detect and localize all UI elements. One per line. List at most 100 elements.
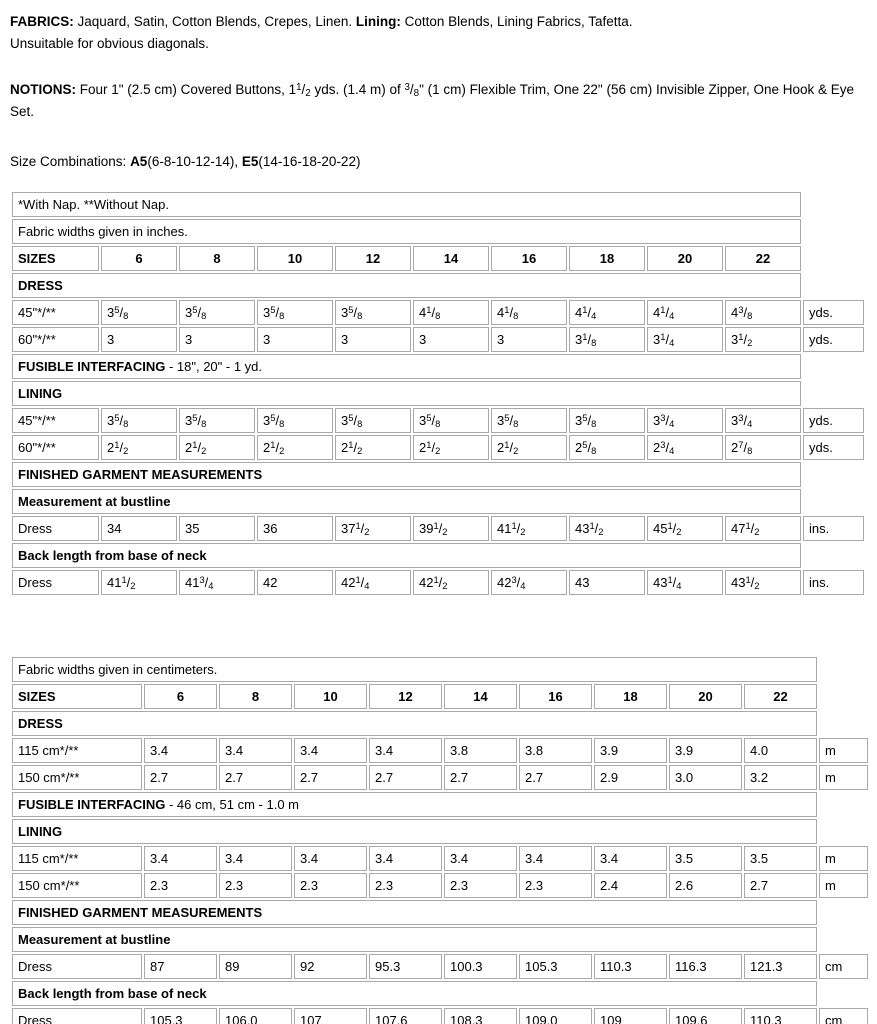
- value-cell: 2.3: [294, 873, 367, 898]
- value-cell: 3.5: [744, 846, 817, 871]
- section-cell: Measurement at bustline: [12, 927, 817, 952]
- value-cell: 3.4: [369, 846, 442, 871]
- value-cell: 35/8: [179, 408, 255, 433]
- unit-cell: m: [819, 873, 868, 898]
- table-row-sizes: SIZES 6 8 10 12 14 16 18 20 22: [12, 684, 868, 709]
- empty-unit-cell: [803, 543, 864, 568]
- table-row-data: 150 cm*/** 2.7 2.7 2.7 2.7 2.7 2.7 2.9 3.0 3.2 m: [12, 765, 868, 790]
- value-cell: 21/2: [335, 435, 411, 460]
- value-cell: 106.0: [219, 1008, 292, 1024]
- value-cell: 2.7: [144, 765, 217, 790]
- value-cell: 371/2: [335, 516, 411, 541]
- table-row-sizes: SIZES 6 8 10 12 14 16 18 20 22: [12, 246, 864, 271]
- value-cell: 423/4: [491, 570, 567, 595]
- section-cell: FINISHED GARMENT MEASUREMENTS: [12, 462, 801, 487]
- empty-unit-cell: [819, 927, 868, 952]
- unit-cell: m: [819, 846, 868, 871]
- table-row-note: Fabric widths given in inches.: [12, 219, 864, 244]
- value-cell: 35/8: [569, 408, 645, 433]
- empty-unit-cell: [803, 192, 864, 217]
- row-label-cell: 150 cm*/**: [12, 765, 142, 790]
- size-header-cell: 20: [669, 684, 742, 709]
- value-cell: 105.3: [519, 954, 592, 979]
- value-cell: 2.3: [444, 873, 517, 898]
- table-row-section: DRESS: [12, 273, 864, 298]
- value-cell: 34: [101, 516, 177, 541]
- row-label-cell: 60"*/**: [12, 327, 99, 352]
- notions-line: NOTIONS: Four 1" (2.5 cm) Covered Button…: [10, 81, 855, 119]
- size-header-cell: 22: [744, 684, 817, 709]
- value-cell: 95.3: [369, 954, 442, 979]
- empty-unit-cell: [819, 792, 868, 817]
- empty-unit-cell: [803, 219, 864, 244]
- value-cell: 3.4: [519, 846, 592, 871]
- unit-cell: ins.: [803, 516, 864, 541]
- row-label-cell: 115 cm*/**: [12, 846, 142, 871]
- value-cell: 3.8: [444, 738, 517, 763]
- fabrics-line: FABRICS: Jaquard, Satin, Cotton Blends, …: [10, 14, 633, 29]
- table-row-section: FUSIBLE INTERFACING - 18", 20" - 1 yd.: [12, 354, 864, 379]
- value-cell: 391/2: [413, 516, 489, 541]
- table-row-data: 60"*/** 3 3 3 3 3 3 31/8 31/4 31/2 yds.: [12, 327, 864, 352]
- value-cell: 41/8: [413, 300, 489, 325]
- value-cell: 421/2: [413, 570, 489, 595]
- table-row-section: Measurement at bustline: [12, 489, 864, 514]
- value-cell: 33/4: [725, 408, 801, 433]
- size-header-cell: 6: [101, 246, 177, 271]
- section-cell: LINING: [12, 381, 801, 406]
- table-row-data: 115 cm*/** 3.4 3.4 3.4 3.4 3.4 3.4 3.4 3.5 3.5 m: [12, 846, 868, 871]
- value-cell: 121.3: [744, 954, 817, 979]
- table-row-section: Back length from base of neck: [12, 543, 864, 568]
- value-cell: 21/2: [413, 435, 489, 460]
- section-cell: DRESS: [12, 711, 817, 736]
- value-cell: 2.7: [519, 765, 592, 790]
- value-cell: 4.0: [744, 738, 817, 763]
- section-cell: Back length from base of neck: [12, 981, 817, 1006]
- value-cell: 92: [294, 954, 367, 979]
- table-row-data: 115 cm*/** 3.4 3.4 3.4 3.4 3.8 3.8 3.9 3.9 4.0 m: [12, 738, 868, 763]
- value-cell: 35/8: [413, 408, 489, 433]
- row-label-cell: Dress: [12, 1008, 142, 1024]
- table-row-data: 150 cm*/** 2.3 2.3 2.3 2.3 2.3 2.3 2.4 2.6 2.7 m: [12, 873, 868, 898]
- table-row-data: Dress 87 89 92 95.3 100.3 105.3 110.3 116.3 121.3…: [12, 954, 868, 979]
- size-header-cell: 14: [413, 246, 489, 271]
- value-cell: 3.4: [444, 846, 517, 871]
- value-cell: 431/4: [647, 570, 723, 595]
- size-combinations-line: Size Combinations: A5(6-8-10-12-14), E5(…: [10, 154, 361, 169]
- value-cell: 21/2: [101, 435, 177, 460]
- table-row-section: Measurement at bustline: [12, 927, 868, 952]
- value-cell: 3.8: [519, 738, 592, 763]
- value-cell: 3.4: [144, 738, 217, 763]
- value-cell: 3: [179, 327, 255, 352]
- value-cell: 2.3: [219, 873, 292, 898]
- table-row-section: FINISHED GARMENT MEASUREMENTS: [12, 900, 868, 925]
- value-cell: 27/8: [725, 435, 801, 460]
- empty-unit-cell: [803, 381, 864, 406]
- row-label-cell: Dress: [12, 954, 142, 979]
- size-header-cell: 10: [294, 684, 367, 709]
- yardage-table-centimeters: Fabric widths given in centimeters. SIZES…: [10, 655, 870, 1024]
- value-cell: 411/2: [101, 570, 177, 595]
- unsuitable-line: Unsuitable for obvious diagonals.: [10, 36, 209, 51]
- value-cell: 21/2: [179, 435, 255, 460]
- row-label-cell: 150 cm*/**: [12, 873, 142, 898]
- table-row-section: LINING: [12, 819, 868, 844]
- value-cell: 35/8: [335, 408, 411, 433]
- value-cell: 109.6: [669, 1008, 742, 1024]
- size-header-cell: 8: [179, 246, 255, 271]
- value-cell: 3.4: [144, 846, 217, 871]
- value-cell: 431/2: [569, 516, 645, 541]
- value-cell: 35/8: [257, 408, 333, 433]
- row-label-cell: 115 cm*/**: [12, 738, 142, 763]
- value-cell: 3.2: [744, 765, 817, 790]
- row-label-cell: 45"*/**: [12, 300, 99, 325]
- unit-cell: ins.: [803, 570, 864, 595]
- yardage-table-inches: *With Nap. **Without Nap. Fabric widths g…: [10, 190, 866, 597]
- value-cell: 41/4: [647, 300, 723, 325]
- row-label-cell: Dress: [12, 570, 99, 595]
- value-cell: 35/8: [257, 300, 333, 325]
- value-cell: 3.0: [669, 765, 742, 790]
- value-cell: 3: [491, 327, 567, 352]
- size-header-cell: 14: [444, 684, 517, 709]
